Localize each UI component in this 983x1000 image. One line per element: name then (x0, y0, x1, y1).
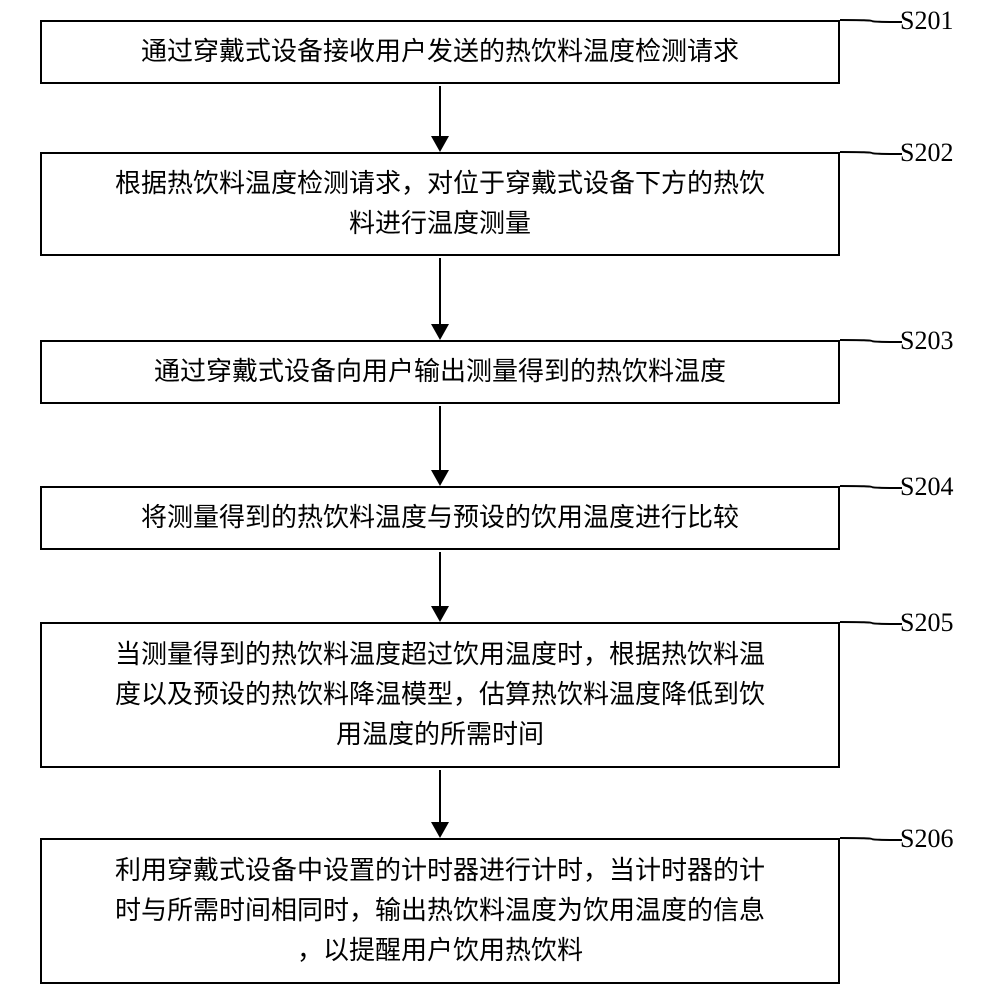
leader-line-s206 (840, 836, 904, 844)
leader-line-s201 (840, 18, 904, 26)
arrow-s203-s204 (420, 406, 460, 486)
step-box-s203: 通过穿戴式设备向用户输出测量得到的热饮料温度 (40, 340, 840, 404)
step-text-s203: 通过穿戴式设备向用户输出测量得到的热饮料温度 (154, 352, 726, 392)
leader-line-s203 (840, 338, 904, 346)
leader-line-s205 (840, 620, 904, 628)
step-text-s205: 当测量得到的热饮料温度超过饮用温度时，根据热饮料温 度以及预设的热饮料降温模型，… (115, 635, 765, 756)
step-label-s201: S201 (900, 6, 953, 36)
step-box-s204: 将测量得到的热饮料温度与预设的饮用温度进行比较 (40, 486, 840, 550)
leader-line-s202 (840, 150, 904, 158)
step-text-s201: 通过穿戴式设备接收用户发送的热饮料温度检测请求 (141, 32, 739, 72)
step-text-s202: 根据热饮料温度检测请求，对位于穿戴式设备下方的热饮 料进行温度测量 (115, 164, 765, 245)
step-label-s204: S204 (900, 472, 953, 502)
step-box-s201: 通过穿戴式设备接收用户发送的热饮料温度检测请求 (40, 20, 840, 84)
step-text-s204: 将测量得到的热饮料温度与预设的饮用温度进行比较 (141, 498, 739, 538)
step-label-s206: S206 (900, 824, 953, 854)
arrow-s204-s205 (420, 552, 460, 622)
arrow-s202-s203 (420, 258, 460, 340)
step-box-s206: 利用穿戴式设备中设置的计时器进行计时，当计时器的计 时与所需时间相同时，输出热饮… (40, 838, 840, 984)
flowchart-canvas: 通过穿戴式设备接收用户发送的热饮料温度检测请求 S201 根据热饮料温度检测请求，对… (0, 0, 983, 1000)
leader-line-s204 (840, 484, 904, 492)
step-box-s202: 根据热饮料温度检测请求，对位于穿戴式设备下方的热饮 料进行温度测量 (40, 152, 840, 256)
step-box-s205: 当测量得到的热饮料温度超过饮用温度时，根据热饮料温 度以及预设的热饮料降温模型，… (40, 622, 840, 768)
step-label-s202: S202 (900, 138, 953, 168)
step-text-s206: 利用穿戴式设备中设置的计时器进行计时，当计时器的计 时与所需时间相同时，输出热饮… (115, 851, 765, 972)
step-label-s205: S205 (900, 608, 953, 638)
arrow-s205-s206 (420, 770, 460, 838)
step-label-s203: S203 (900, 326, 953, 356)
arrow-s201-s202 (420, 86, 460, 152)
